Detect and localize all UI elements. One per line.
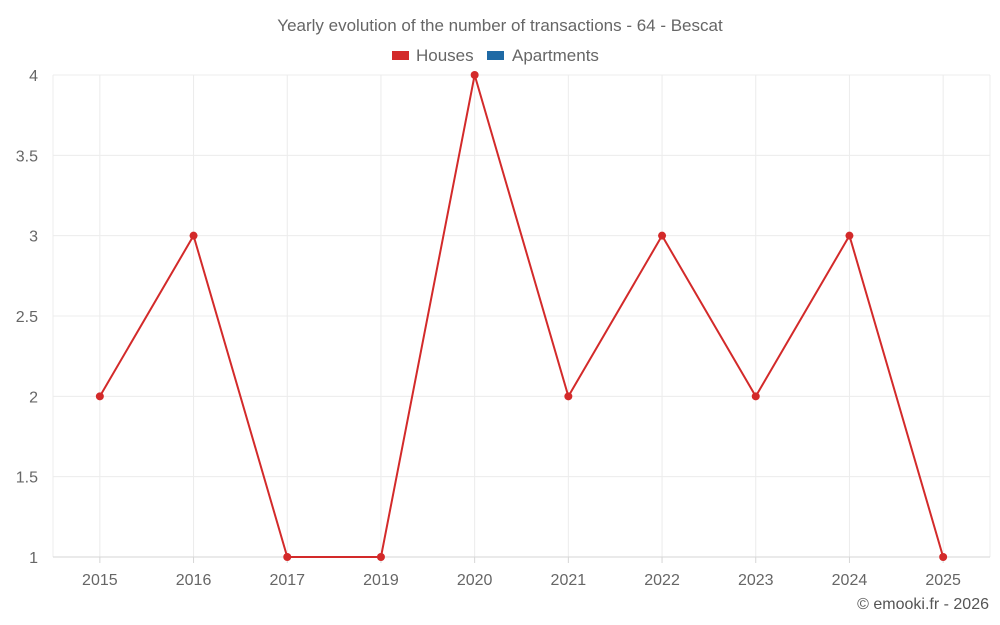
y-tick-label: 2	[29, 389, 38, 406]
y-tick-label: 1.5	[16, 470, 38, 487]
x-tick-label: 2017	[269, 572, 305, 589]
x-tick-label: 2021	[551, 572, 587, 589]
data-point-houses[interactable]	[376, 553, 385, 561]
legend-label-houses: Houses	[416, 46, 474, 65]
chart-title: Yearly evolution of the number of transa…	[277, 16, 723, 35]
y-tick-label: 3.5	[16, 148, 38, 165]
data-point-houses[interactable]	[470, 71, 479, 79]
y-tick-labels: 1 1.5 2 2.5 3 3.5 4	[16, 68, 38, 567]
data-point-houses[interactable]	[939, 553, 948, 561]
x-tick-label: 2023	[738, 572, 774, 589]
y-tick-label: 2.5	[16, 309, 38, 326]
data-point-houses[interactable]	[751, 392, 760, 401]
axes	[53, 556, 990, 563]
x-tick-labels: 2015 2016 2017 2019 2020 2021 2022 2023 2024 2025	[82, 572, 961, 589]
series-houses	[95, 71, 948, 561]
data-point-houses[interactable]	[564, 392, 573, 401]
legend-item-apartments[interactable]: Apartments	[487, 46, 599, 65]
y-tick-label: 4	[29, 68, 38, 85]
x-tick-label: 2024	[832, 572, 868, 589]
data-point-houses[interactable]	[283, 553, 292, 561]
x-tick-label: 2016	[176, 572, 212, 589]
data-point-houses[interactable]	[189, 231, 198, 240]
y-tick-label: 3	[29, 229, 38, 246]
x-tick-label: 2015	[82, 572, 118, 589]
y-tick-label: 1	[29, 550, 38, 567]
legend: Houses Apartments	[392, 46, 599, 65]
x-tick-label: 2025	[925, 572, 961, 589]
x-tick-label: 2022	[644, 572, 680, 589]
x-tick-label: 2019	[363, 572, 399, 589]
grid	[52, 74, 991, 557]
data-point-houses[interactable]	[95, 392, 104, 401]
x-tick-label: 2020	[457, 572, 493, 589]
footer-credit: © emooki.fr - 2026	[857, 596, 989, 613]
legend-label-apartments: Apartments	[512, 46, 599, 65]
data-point-houses[interactable]	[845, 231, 854, 240]
data-point-houses[interactable]	[658, 231, 667, 240]
legend-item-houses[interactable]: Houses	[392, 46, 474, 65]
legend-swatch-houses	[392, 51, 409, 60]
series-line-houses	[98, 74, 945, 558]
legend-swatch-apartments	[487, 51, 504, 60]
